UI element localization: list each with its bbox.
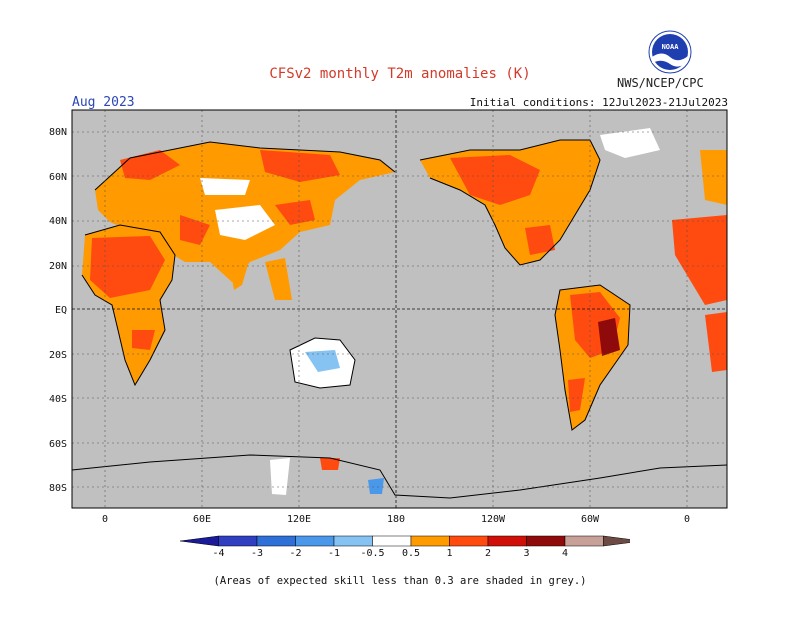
lon-label: 180 (387, 514, 405, 525)
colorbar-tick-label: -2 (289, 548, 301, 559)
canada-warm (450, 155, 540, 205)
colorbar-segment (526, 535, 566, 547)
southern-africa-warm (132, 330, 155, 350)
lat-label: 20N (49, 261, 67, 272)
middle-east-warm (180, 215, 210, 245)
colorbar-segment (256, 535, 296, 547)
colorbar-tick-label: -4 (212, 548, 224, 559)
antarctica-neutral (270, 458, 290, 495)
coastlines (72, 139, 727, 499)
lat-label: 40N (49, 216, 67, 227)
colorbar-segment (487, 535, 527, 547)
forecast-month-label: Aug 2023 (72, 95, 135, 110)
colorbar-tick-label: 0.5 (402, 548, 420, 559)
colorbar-ticks: -4 -3 -2 -1 -0.5 0.5 1 2 3 4 (212, 548, 568, 559)
sahara-warm (90, 236, 165, 298)
lat-label: EQ (55, 305, 67, 316)
lat-label: 60N (49, 172, 67, 183)
map-title: CFSv2 monthly T2m anomalies (K) (269, 66, 531, 82)
antarctica-grey (72, 455, 727, 508)
lat-label: 40S (49, 394, 67, 405)
colorbar-segment (410, 535, 450, 547)
central-asia-neutral (200, 178, 250, 195)
australia-cool (305, 350, 340, 372)
antarctica-warm (320, 458, 340, 470)
land-regions (72, 128, 727, 508)
longitude-labels: 0 60E 120E 180 120W 60W 0 (102, 514, 690, 525)
noaa-logo: NOAA (648, 30, 692, 74)
colorbar-tick-label: 2 (485, 548, 491, 559)
europe-wrap-warm (700, 150, 727, 205)
colorbar-tick-label: -1 (328, 548, 340, 559)
organization-label: NWS/NCEP/CPC (617, 76, 704, 90)
gulf-warm (525, 225, 555, 255)
lat-label: 60S (49, 439, 67, 450)
colorbar-tick-label: 4 (562, 548, 568, 559)
greenland-neutral (600, 128, 660, 158)
siberia-warm (260, 150, 340, 182)
colorbar-segment (333, 535, 373, 547)
lon-label: 0 (684, 514, 690, 525)
skill-note: (Areas of expected skill less than 0.3 a… (213, 575, 587, 587)
latitude-labels: 80N 60N 40N 20N EQ 20S 40S 60S 80S (49, 127, 67, 494)
lon-label: 120E (287, 514, 311, 525)
colorbar-segment (603, 535, 630, 547)
colorbar-segment (564, 535, 604, 547)
antarctica-cool (368, 478, 384, 494)
colorbar-segment (179, 535, 219, 547)
colorbar-tick-label: 1 (446, 548, 452, 559)
colorbar-segment (295, 535, 335, 547)
colorbar-tick-label: -0.5 (360, 548, 384, 559)
lat-label: 80N (49, 127, 67, 138)
china-warm (275, 200, 315, 225)
himalaya-neutral (215, 205, 275, 240)
colorbar: -4 -3 -2 -1 -0.5 0.5 1 2 3 4 (179, 535, 630, 559)
lat-label: 20S (49, 350, 67, 361)
africa-east-wrap-warm (672, 215, 727, 305)
graticule (72, 110, 727, 508)
brazil-extreme (598, 318, 620, 356)
colorbar-segments (179, 535, 630, 547)
lon-label: 60W (581, 514, 600, 525)
lon-label: 120W (481, 514, 506, 525)
colorbar-tick-label: 3 (523, 548, 529, 559)
colorbar-segment (372, 535, 412, 547)
colorbar-tick-label: -3 (251, 548, 263, 559)
anomaly-map: 80N 60N 40N 20N EQ 20S 40S 60S 80S 0 60E… (49, 109, 728, 525)
logo-text: NOAA (662, 43, 680, 51)
lat-label: 80S (49, 483, 67, 494)
lon-label: 0 (102, 514, 108, 525)
africa-south-wrap-warm (705, 312, 727, 372)
lon-label: 60E (193, 514, 211, 525)
argentina-warm (568, 378, 585, 412)
initial-conditions-label: Initial conditions: 12Jul2023-21Jul2023 (469, 96, 728, 109)
se-asia-warm (265, 258, 292, 300)
colorbar-segment (449, 535, 489, 547)
colorbar-segment (218, 535, 258, 547)
map-frame (71, 109, 728, 509)
